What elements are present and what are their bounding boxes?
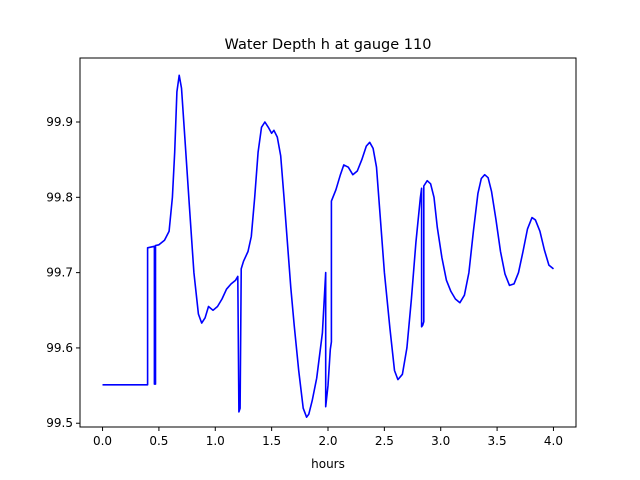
y-tick-label: 99.5 [46, 416, 73, 430]
x-tick-label: 2.5 [375, 434, 394, 448]
x-tick-label: 4.0 [544, 434, 563, 448]
chart-title: Water Depth h at gauge 110 [225, 37, 432, 53]
y-axis-ticks: 99.5 99.6 99.7 99.8 99.9 [46, 115, 80, 430]
series-layer [102, 74, 555, 419]
x-tick-label: 2.0 [318, 434, 337, 448]
x-tick-label: 0.0 [93, 434, 112, 448]
plot-frame [79, 57, 577, 428]
y-tick-label: 99.8 [46, 190, 73, 204]
x-tick-label: 0.5 [149, 434, 168, 448]
x-axis-label: hours [311, 457, 345, 471]
x-tick-label: 1.0 [206, 434, 225, 448]
x-tick-label: 3.5 [488, 434, 507, 448]
y-tick-label: 99.6 [46, 341, 73, 355]
y-tick-label: 99.9 [46, 115, 73, 129]
x-tick-label: 3.0 [431, 434, 450, 448]
y-tick-label: 99.7 [46, 266, 73, 280]
x-axis-ticks: 0.0 0.5 1.0 1.5 2.0 2.5 3.0 3.5 4.0 [93, 427, 563, 448]
x-tick-label: 1.5 [262, 434, 281, 448]
series-line [102, 74, 555, 419]
